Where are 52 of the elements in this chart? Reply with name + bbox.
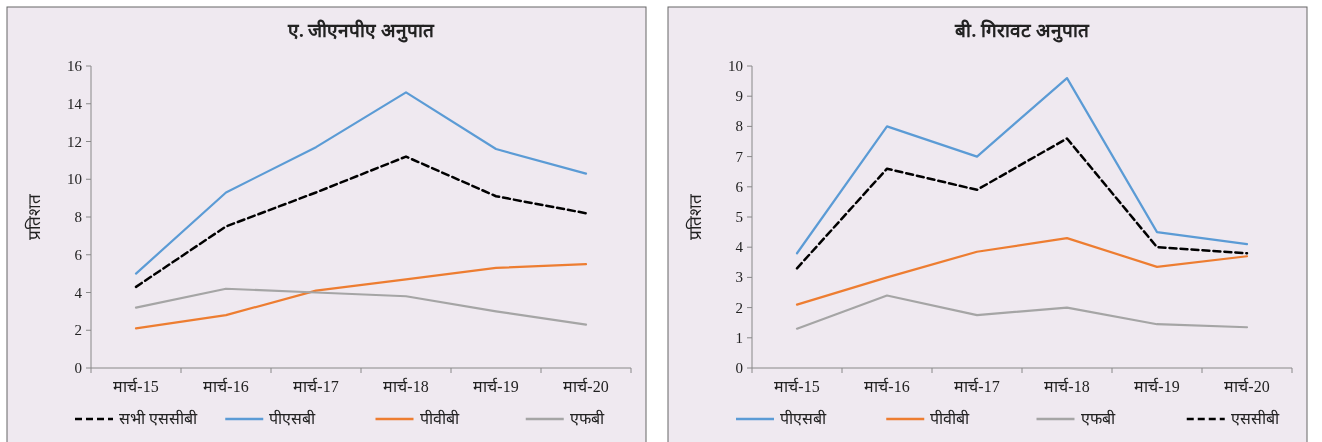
chart-title: ए. जीएनपीए अनुपात [286,19,436,43]
y-tick-label: 4 [74,284,83,301]
x-tick-label: मार्च-16 [864,377,910,395]
y-tick-label: 1 [735,329,743,346]
legend-label: एफबी [1080,409,1116,427]
x-tick-label: मार्च-18 [383,377,429,395]
y-tick-label: 10 [728,58,743,74]
x-tick-label: मार्च-19 [473,377,519,395]
x-tick-label: मार्च-20 [563,377,609,395]
line-series [134,155,588,289]
x-tick-label: मार्च-15 [774,377,820,395]
y-axis-title: प्रतिशत [685,194,705,240]
x-tick-label: मार्च-17 [954,377,1000,395]
y-tick-label: 7 [735,148,744,165]
x-tick-label: मार्च-20 [1224,377,1270,395]
y-tick-label: 4 [735,239,744,256]
x-tick-label: मार्च-15 [113,377,159,395]
y-tick-label: 16 [67,58,83,74]
line-series [134,263,588,330]
y-tick-label: 0 [74,360,82,376]
line-series [795,237,1249,306]
legend-label: पीवीबी [419,409,460,427]
y-tick-label: 8 [74,209,82,225]
y-tick-label: 2 [735,299,743,316]
y-tick-label: 5 [735,209,743,225]
y-tick-label: 2 [74,322,82,339]
line-series [134,287,588,326]
y-tick-label: 10 [67,171,82,188]
line-series [795,294,1249,330]
legend-label: पीएसबी [780,409,827,427]
legend-label: एफबी [569,409,605,427]
legend-label: एससीबी [1230,409,1280,427]
y-axis-title: प्रतिशत [24,194,44,240]
line-series [795,76,1249,255]
line-series [134,91,588,275]
y-tick-label: 3 [735,269,743,286]
y-tick-label: 14 [67,95,83,112]
chart-title: बी. गिरावट अनुपात [954,19,1090,43]
y-tick-label: 8 [735,118,743,135]
x-tick-label: मार्च-17 [293,377,339,395]
x-tick-label: मार्च-19 [1134,377,1180,395]
y-tick-label: 6 [735,178,744,195]
x-tick-label: मार्च-16 [203,377,249,395]
y-tick-label: 9 [735,88,743,105]
y-tick-label: 0 [735,360,743,376]
legend-label: पीवीबी [930,409,971,427]
y-tick-label: 12 [67,133,82,150]
legend-label: पीएसबी [269,409,317,427]
legend-label: सभी एससीबी [119,409,198,427]
y-tick-label: 6 [74,246,83,263]
line-series [795,137,1249,270]
x-tick-label: मार्च-18 [1044,377,1090,395]
